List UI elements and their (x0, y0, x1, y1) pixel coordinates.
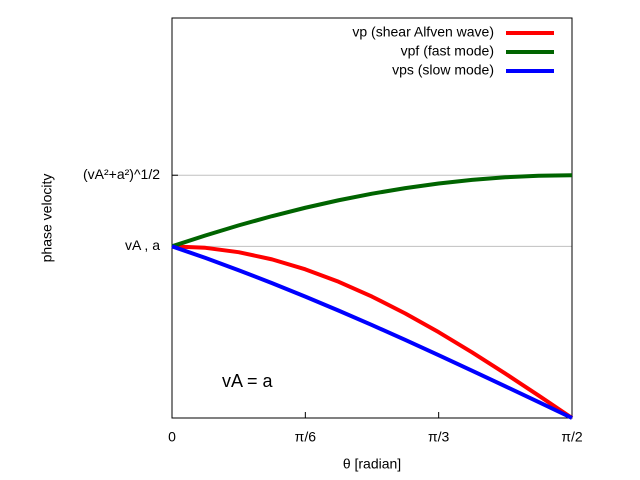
legend-label: vp (shear Alfven wave) (352, 24, 494, 40)
y-tick-label: (vA²+a²)^1/2 (83, 166, 160, 182)
legend-label: vpf (fast mode) (401, 43, 494, 59)
x-tick-label: π/2 (561, 429, 583, 445)
line (171, 244, 573, 420)
line (171, 173, 573, 249)
annotation: vA = a (222, 371, 274, 391)
plot-frame (171, 17, 573, 419)
x-tick-label: 0 (168, 429, 176, 445)
y-tick-label: vA , a (125, 237, 160, 253)
x-tick-label: π/6 (295, 429, 317, 445)
legend-label: vps (slow mode) (392, 62, 494, 78)
line (171, 244, 574, 420)
x-tick-label: π/3 (428, 429, 450, 445)
x-axis-label: θ [radian] (343, 456, 401, 472)
y-axis-label: phase velocity (39, 174, 55, 263)
